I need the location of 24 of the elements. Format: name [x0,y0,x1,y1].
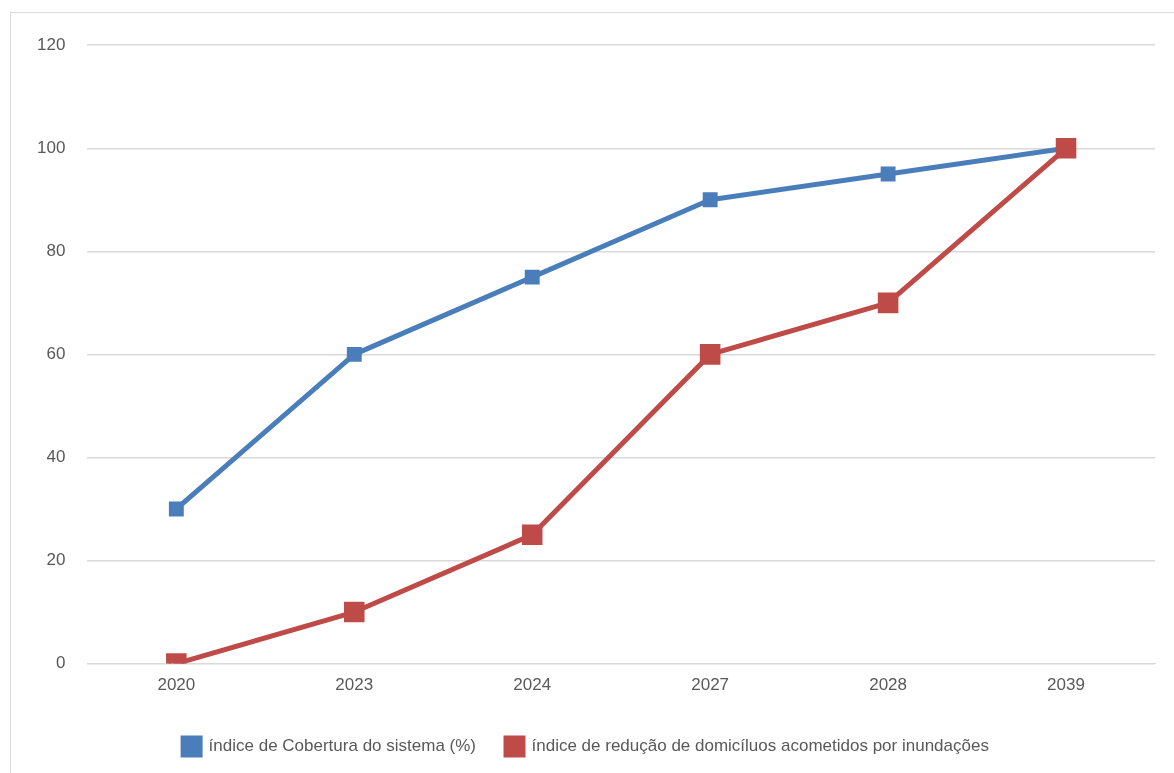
point [877,292,899,314]
point [344,601,365,623]
y-tick-label: 120 [36,34,66,54]
y-tick-label: 40 [46,447,66,467]
point [702,192,718,208]
y-tick-label: 60 [46,344,66,364]
y-tick-label: 20 [46,550,66,570]
x-tick-label: 2020 [157,675,196,695]
y-tick-label: 80 [46,241,66,261]
legend-label: índice de redução de domicíluos acometidos por inundações [531,736,989,756]
x-tick-label: 2023 [335,675,374,695]
y-tick-label: 100 [36,137,66,157]
x-tick-label: 2024 [513,675,552,695]
point [168,501,184,517]
x-tick-label: 2039 [1047,675,1085,695]
x-tick-label: 2028 [869,675,908,695]
point [880,166,896,182]
point [346,346,362,362]
x-tick-label: 2027 [691,675,730,695]
legend-label: índice de Cobertura do sistema (%) [208,736,477,756]
point [524,269,540,285]
point [699,344,721,365]
y-tick-label: 0 [55,653,66,673]
point [521,524,543,546]
